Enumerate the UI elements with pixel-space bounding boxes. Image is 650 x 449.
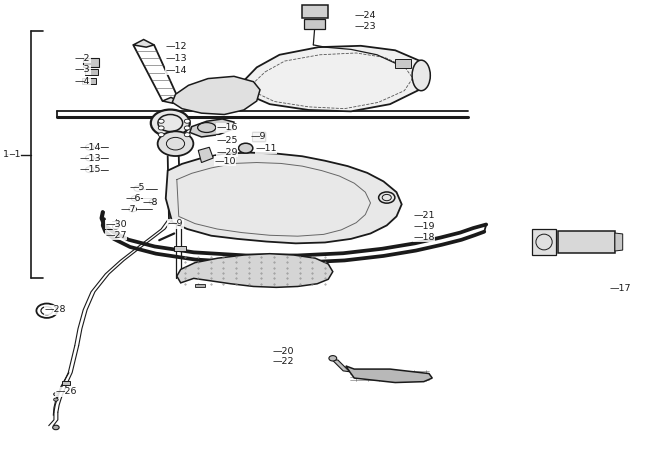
Ellipse shape — [158, 119, 164, 123]
Text: —16: —16 — [216, 123, 238, 132]
Text: —2: —2 — [75, 54, 90, 63]
Ellipse shape — [86, 144, 94, 150]
Text: —20: —20 — [273, 347, 294, 356]
Ellipse shape — [185, 119, 190, 123]
Text: —17: —17 — [609, 284, 630, 293]
Text: —27: —27 — [105, 231, 127, 240]
Ellipse shape — [53, 425, 59, 430]
Ellipse shape — [185, 133, 190, 137]
Text: —1: —1 — [5, 150, 21, 159]
Text: —14: —14 — [166, 66, 187, 75]
Polygon shape — [62, 381, 70, 385]
Polygon shape — [395, 59, 411, 68]
Ellipse shape — [129, 207, 136, 212]
Text: —11: —11 — [255, 144, 277, 153]
Ellipse shape — [53, 398, 58, 401]
Polygon shape — [532, 229, 556, 255]
Ellipse shape — [158, 133, 164, 137]
Text: —9: —9 — [168, 219, 183, 228]
Polygon shape — [172, 76, 260, 114]
Text: —18: —18 — [413, 233, 435, 242]
Polygon shape — [82, 78, 96, 84]
Text: 1: 1 — [3, 150, 9, 159]
Text: —23: —23 — [354, 22, 376, 31]
Text: —10: —10 — [214, 157, 236, 166]
Text: —12: —12 — [166, 42, 187, 51]
Polygon shape — [302, 5, 328, 18]
Polygon shape — [346, 366, 432, 383]
Ellipse shape — [158, 126, 164, 130]
Ellipse shape — [150, 199, 156, 205]
Text: —6: —6 — [125, 194, 141, 203]
Polygon shape — [190, 119, 234, 137]
Polygon shape — [252, 132, 265, 141]
Text: —26: —26 — [55, 387, 77, 396]
Polygon shape — [195, 284, 205, 287]
Ellipse shape — [157, 131, 194, 156]
Text: —21: —21 — [413, 211, 435, 220]
Ellipse shape — [86, 155, 94, 161]
Ellipse shape — [112, 224, 119, 229]
Text: —3: —3 — [75, 65, 90, 74]
Ellipse shape — [239, 143, 253, 153]
Text: —30: —30 — [105, 220, 127, 229]
Ellipse shape — [134, 186, 142, 191]
Text: —4: —4 — [75, 77, 90, 86]
Polygon shape — [177, 254, 333, 287]
Polygon shape — [332, 359, 350, 372]
Text: —9: —9 — [250, 132, 266, 141]
Polygon shape — [198, 147, 213, 163]
Polygon shape — [304, 19, 325, 29]
Bar — [174, 246, 186, 251]
Polygon shape — [133, 40, 154, 47]
Ellipse shape — [131, 196, 139, 201]
Text: —15: —15 — [79, 165, 101, 174]
Text: —24: —24 — [354, 11, 376, 20]
Polygon shape — [558, 231, 615, 253]
Text: —19: —19 — [413, 222, 435, 231]
Ellipse shape — [329, 356, 337, 361]
Text: —25: —25 — [216, 136, 238, 145]
Polygon shape — [244, 46, 429, 111]
Ellipse shape — [185, 126, 190, 130]
Text: —13: —13 — [79, 154, 101, 163]
Ellipse shape — [53, 392, 58, 396]
Ellipse shape — [151, 110, 190, 136]
Polygon shape — [615, 233, 623, 251]
Ellipse shape — [86, 167, 94, 172]
Text: —22: —22 — [273, 357, 294, 366]
Ellipse shape — [412, 60, 430, 91]
Text: —7: —7 — [120, 205, 136, 214]
Polygon shape — [83, 58, 99, 67]
Text: —28: —28 — [44, 305, 66, 314]
Text: —29: —29 — [216, 148, 238, 157]
Text: —14: —14 — [79, 143, 101, 152]
Polygon shape — [84, 69, 98, 75]
Text: —8: —8 — [143, 198, 159, 207]
Polygon shape — [166, 153, 402, 243]
Polygon shape — [162, 97, 179, 103]
Text: —13: —13 — [166, 54, 187, 63]
Text: —5: —5 — [130, 183, 146, 192]
